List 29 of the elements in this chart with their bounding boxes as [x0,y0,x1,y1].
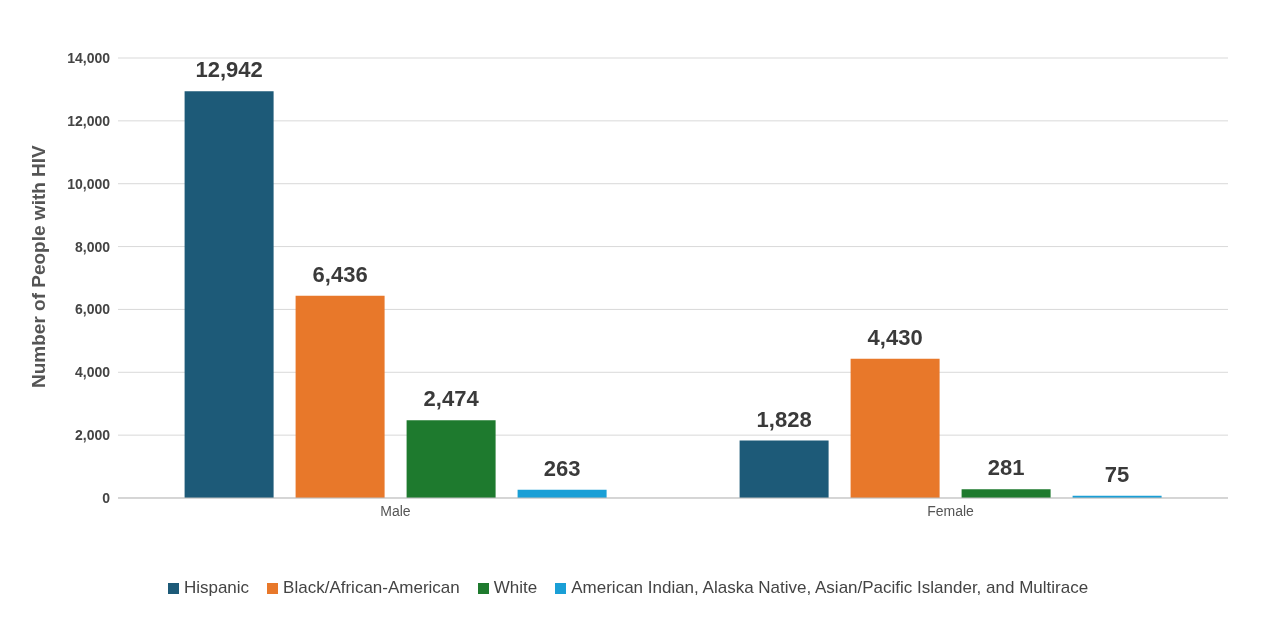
y-tick-label: 14,000 [67,49,111,66]
y-tick-label: 12,000 [67,112,111,129]
legend-label: Hispanic [182,578,250,598]
data-label: 75 [1104,461,1130,487]
y-axis-title: Number of People with HIV [27,144,49,388]
data-label: 2,474 [423,386,480,412]
y-tick-label: 2,000 [74,427,111,444]
data-label: 12,942 [195,57,263,83]
y-tick-label: 4,000 [74,364,111,381]
x-tick-label: Female [927,502,975,519]
data-label: 1,828 [756,406,812,432]
data-label: 6,436 [312,261,368,287]
data-label: 263 [543,455,581,481]
y-tick-label: 8,000 [74,238,111,255]
y-tick-label: 0 [102,489,111,506]
bar [739,440,829,498]
bar [406,420,496,498]
y-tick-label: 6,000 [74,301,111,318]
data-label: 281 [987,455,1025,481]
data-label: 4,430 [867,324,923,350]
bar [850,358,940,498]
x-tick-label: Male [380,502,411,519]
legend-label: White [492,578,538,598]
bar [295,295,385,498]
legend-label: Black/African-American [282,578,460,598]
bar [961,489,1051,498]
bar [184,91,274,498]
legend-label: American Indian, Alaska Native, Asian/Pacific Islander, and Multirace [570,578,1089,598]
y-tick-label: 10,000 [67,175,111,192]
